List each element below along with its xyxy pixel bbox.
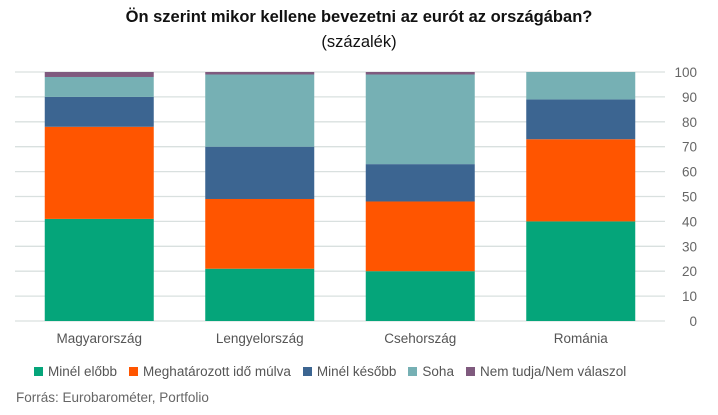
y-tick-label: 30 xyxy=(682,239,697,254)
legend-label: Soha xyxy=(422,364,454,379)
stacked-bar-chart: 0 10 20 30 40 50 60 70 80 90 100 Magyarország Lengye… xyxy=(15,65,697,346)
x-tick-label: Magyarország xyxy=(56,331,142,346)
legend-item: Meghatározott idő múlva xyxy=(129,364,291,379)
y-tick-label: 50 xyxy=(682,190,697,205)
bar-segment xyxy=(205,74,315,147)
bar-segment xyxy=(205,268,315,321)
legend-item: Minél előbb xyxy=(34,364,117,379)
bar-segment xyxy=(365,72,475,75)
source-note: Forrás: Eurobarométer, Portfolio xyxy=(16,390,209,405)
y-tick-label: 100 xyxy=(674,65,697,80)
bar-segment xyxy=(526,72,636,100)
legend-item: Nem tudja/Nem válaszol xyxy=(465,364,627,379)
bar-segment xyxy=(44,126,154,219)
chart-subtitle: (százalék) xyxy=(321,33,397,51)
bar-segment xyxy=(44,72,154,77)
legend-swatch xyxy=(465,367,475,376)
y-tick-label: 80 xyxy=(682,115,697,130)
legend-item: Soha xyxy=(408,364,454,379)
legend-swatch xyxy=(129,367,139,376)
legend-label: Minél később xyxy=(316,364,397,379)
bar-segment xyxy=(44,96,154,127)
x-tick-label: Lengyelország xyxy=(216,331,304,346)
y-tick-label: 0 xyxy=(689,314,697,329)
legend-swatch xyxy=(408,367,418,376)
bar-segment xyxy=(526,139,636,222)
legend-label: Minél előbb xyxy=(48,364,118,379)
bar-segment xyxy=(205,198,315,269)
bar-segment xyxy=(365,74,475,165)
legend-label: Nem tudja/Nem válaszol xyxy=(479,364,627,379)
bar-segment xyxy=(526,221,636,321)
y-tick-label: 20 xyxy=(682,264,697,279)
chart-title: Ön szerint mikor kellene bevezetni az eu… xyxy=(125,8,593,26)
y-tick-label: 90 xyxy=(682,90,697,105)
bar-segment xyxy=(44,76,154,97)
legend-label: Meghatározott idő múlva xyxy=(143,364,291,379)
y-tick-label: 40 xyxy=(682,214,697,229)
y-tick-label: 70 xyxy=(682,140,697,155)
bar-segment xyxy=(205,72,315,75)
bar-segment xyxy=(365,271,475,321)
legend-item: Minél később xyxy=(302,364,397,379)
bar-segment xyxy=(365,201,475,272)
y-tick-label: 10 xyxy=(682,289,697,304)
y-tick-label: 60 xyxy=(682,165,697,180)
legend: Minél előbb Meghatározott idő múlva Minél … xyxy=(34,364,626,379)
x-tick-label: Csehország xyxy=(384,331,456,346)
bar-segment xyxy=(365,164,475,202)
legend-swatch xyxy=(302,367,312,376)
bar-segment xyxy=(205,146,315,199)
legend-swatch xyxy=(34,367,43,376)
bar-segment xyxy=(44,218,154,321)
bar-segment xyxy=(526,99,636,140)
x-tick-label: Románia xyxy=(554,331,609,346)
